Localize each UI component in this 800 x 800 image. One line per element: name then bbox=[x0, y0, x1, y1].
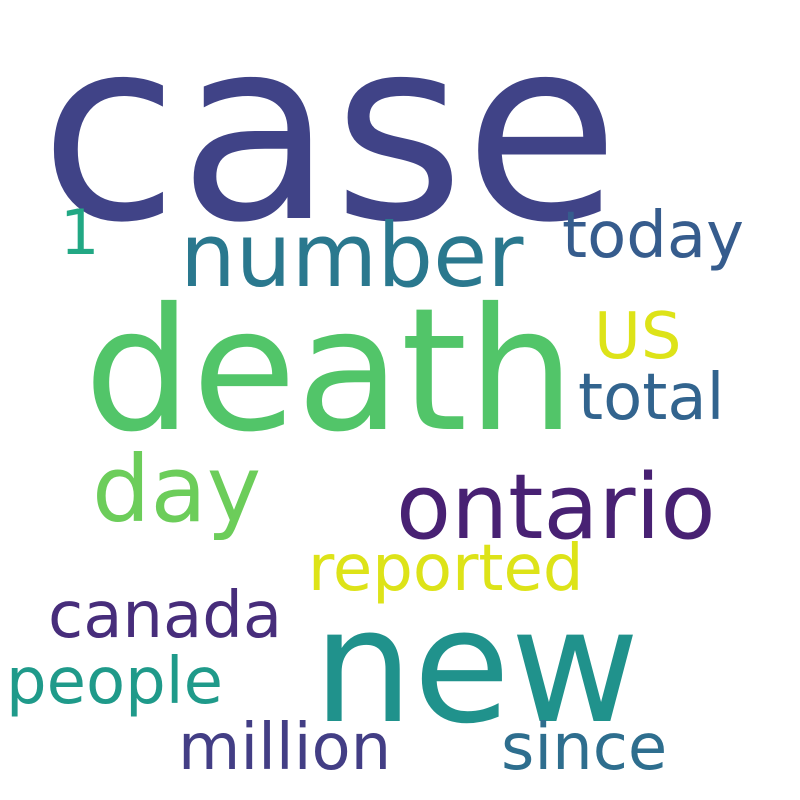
word-people: people bbox=[6, 645, 223, 719]
word-since: since bbox=[501, 711, 668, 785]
word-canada: canada bbox=[48, 579, 283, 653]
word-day: day bbox=[92, 436, 262, 543]
word-1: 1 bbox=[60, 196, 100, 269]
word-ontario: ontario bbox=[396, 455, 716, 560]
word-million: million bbox=[178, 711, 392, 785]
word-reported: reported bbox=[308, 532, 584, 606]
word-today: today bbox=[562, 199, 744, 273]
word-total: total bbox=[578, 361, 725, 435]
word-case: case bbox=[40, 0, 620, 278]
word-death: death bbox=[84, 272, 576, 470]
word-us: US bbox=[594, 300, 682, 374]
word-number: number bbox=[180, 204, 524, 307]
word-new: new bbox=[313, 575, 640, 759]
